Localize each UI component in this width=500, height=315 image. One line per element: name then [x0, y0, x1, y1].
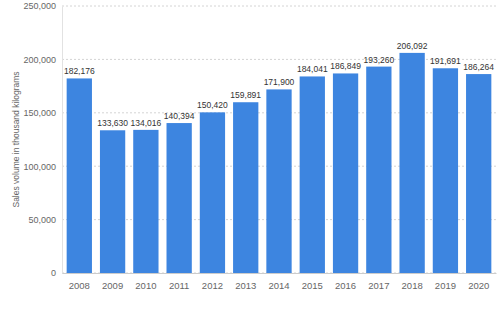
x-tick-label: 2010 — [135, 280, 156, 291]
data-label: 171,900 — [264, 77, 295, 87]
data-label: 184,041 — [297, 64, 328, 74]
x-tick: 2019 — [435, 273, 456, 291]
x-tick: 2018 — [402, 273, 423, 291]
data-label: 159,891 — [230, 90, 261, 100]
x-tick: 2011 — [169, 273, 189, 291]
grid — [62, 6, 496, 273]
bar — [100, 130, 125, 273]
x-tick-label: 2014 — [268, 280, 289, 291]
y-tick: 250,000 — [23, 1, 62, 11]
x-tick: 2012 — [202, 273, 223, 291]
y-axis-line — [62, 7, 63, 274]
bar — [466, 74, 491, 273]
grid-line — [62, 6, 496, 7]
x-tick-label: 2008 — [69, 280, 90, 291]
bar — [233, 102, 258, 273]
data-label: 186,849 — [330, 61, 361, 71]
data-label: 191,691 — [430, 56, 461, 66]
x-tick: 2010 — [135, 273, 156, 291]
y-tick: 50,000 — [28, 215, 62, 225]
y-tick: 200,000 — [23, 55, 62, 65]
x-tick: 2013 — [235, 273, 256, 291]
x-tick: 2020 — [468, 273, 489, 291]
x-tick-label: 2009 — [102, 280, 123, 291]
x-tick: 2009 — [102, 273, 123, 291]
data-labels: 182,176 133,630134,016140,394150,420159,8… — [64, 41, 494, 128]
data-label: 182,176 — [64, 66, 95, 76]
x-tick: 2008 — [69, 273, 90, 291]
x-tick-label: 2018 — [402, 280, 423, 291]
x-tick-label: 2012 — [202, 280, 223, 291]
x-tick-label: 2016 — [335, 280, 356, 291]
x-axis-line — [63, 273, 497, 274]
x-tick: 2015 — [302, 273, 323, 291]
data-label: 206,092 — [397, 41, 428, 51]
bar — [333, 73, 358, 273]
data-label: 150,420 — [197, 100, 228, 110]
x-tick-label: 2019 — [435, 280, 456, 291]
bars — [67, 53, 492, 273]
chart: 050,000100,000150,000200,000250,00020082… — [0, 0, 500, 315]
y-tick-label: 0 — [51, 268, 56, 278]
data-label: 133,630 — [97, 118, 128, 128]
y-tick-label: 100,000 — [23, 162, 56, 172]
y-tick: 100,000 — [23, 162, 62, 172]
plot: 050,000100,000150,000200,000250,00020082… — [23, 1, 496, 290]
bar — [300, 76, 325, 273]
x-tick: 2016 — [335, 273, 356, 291]
y-axis-title: Sales volume in thousand kilograms — [11, 71, 21, 207]
data-label: 134,016 — [131, 118, 162, 128]
x-tick: 2017 — [368, 273, 389, 291]
y-axis: 0 50,000 100,000 150,000 200,000 250,000 — [23, 1, 62, 278]
y-tick-label: 50,000 — [28, 215, 56, 225]
y-tick: 0 — [51, 268, 62, 278]
data-label: 186,264 — [463, 62, 494, 72]
bar — [167, 123, 192, 273]
bar — [433, 68, 458, 273]
x-axis: 2008 2009 2010 2011 2012 2013 2014 2015 2016 2017… — [63, 273, 497, 291]
bar — [133, 130, 158, 273]
bar — [200, 112, 225, 273]
x-tick-label: 2013 — [235, 280, 256, 291]
bar — [399, 53, 424, 273]
data-label: 193,260 — [363, 55, 394, 65]
bar — [266, 89, 291, 273]
x-tick-label: 2017 — [368, 280, 389, 291]
y-tick-label: 200,000 — [23, 55, 56, 65]
y-tick: 150,000 — [23, 108, 62, 118]
x-tick: 2014 — [268, 273, 289, 291]
y-tick-label: 250,000 — [23, 1, 56, 11]
y-tick-label: 150,000 — [23, 108, 56, 118]
bar — [366, 67, 391, 273]
data-label: 140,394 — [164, 111, 195, 121]
x-tick-label: 2011 — [169, 280, 189, 291]
x-tick-label: 2015 — [302, 280, 323, 291]
bar — [67, 78, 92, 273]
x-tick-label: 2020 — [468, 280, 489, 291]
